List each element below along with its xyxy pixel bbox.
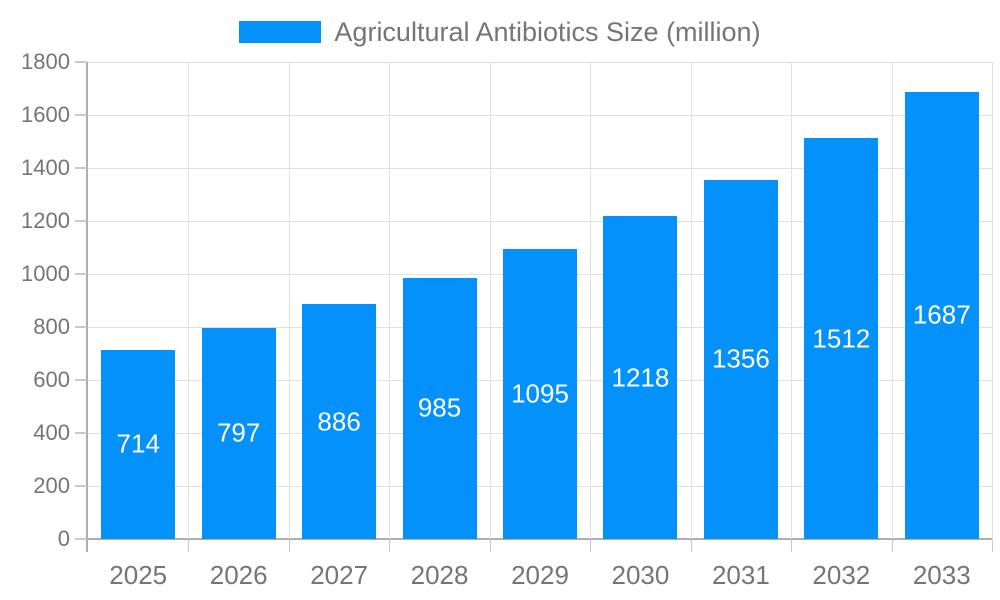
bar-value-label: 1095 [511, 378, 569, 409]
x-axis-tick [288, 540, 290, 552]
h-gridline [88, 115, 992, 116]
y-axis-tick-label: 200 [33, 473, 70, 498]
v-gridline [992, 62, 993, 539]
legend-label: Agricultural Antibiotics Size (million) [334, 16, 761, 47]
x-axis-tick [891, 540, 893, 552]
x-axis-tick-label: 2026 [209, 560, 268, 590]
x-axis-tick [389, 540, 391, 552]
x-axis-tick [188, 540, 190, 552]
x-axis-tick-label: 2028 [410, 560, 469, 590]
bar[interactable]: 1356 [703, 179, 778, 539]
bar-value-label: 1512 [812, 323, 871, 354]
v-gridline [891, 62, 893, 539]
bar-value-label: 797 [216, 417, 261, 448]
bar[interactable]: 985 [402, 277, 477, 539]
y-axis-tick [75, 114, 87, 116]
y-axis-line [86, 62, 88, 552]
x-axis-tick [992, 540, 993, 552]
y-axis-tick [75, 432, 87, 434]
bar[interactable]: 797 [201, 327, 276, 539]
y-axis-tick-label: 1200 [21, 208, 70, 233]
y-axis-tick [75, 61, 87, 63]
v-gridline [389, 62, 391, 539]
x-axis-tick-label: 2025 [109, 560, 168, 590]
x-axis-tick-label: 2031 [711, 560, 770, 590]
y-axis-tick-label: 1600 [21, 102, 70, 127]
v-gridline [590, 62, 592, 539]
bar-value-label: 886 [317, 406, 361, 437]
v-gridline [690, 62, 692, 539]
y-axis-tick [75, 538, 87, 540]
bar-value-label: 985 [417, 392, 462, 423]
v-gridline [489, 62, 491, 539]
bar-value-label: 1356 [711, 343, 770, 374]
v-gridline [791, 62, 793, 539]
h-gridline [88, 168, 992, 169]
y-axis-tick [75, 167, 87, 169]
x-axis-tick-label: 2027 [310, 560, 369, 590]
x-axis-tick [791, 540, 793, 552]
bar-value-label: 1218 [611, 362, 670, 393]
x-axis-tick-label: 2029 [511, 560, 569, 590]
y-axis-tick-label: 0 [57, 526, 70, 551]
y-axis-tick [75, 379, 87, 381]
y-axis-tick-label: 1800 [21, 49, 70, 74]
bar[interactable]: 1095 [503, 248, 577, 539]
x-axis-tick [590, 540, 592, 552]
h-gridline [88, 221, 992, 222]
y-axis-tick [75, 273, 87, 275]
x-axis-tick [489, 540, 491, 552]
bar-value-label: 714 [116, 428, 160, 459]
x-axis-line [86, 538, 992, 540]
y-axis-tick-label: 1000 [21, 261, 70, 286]
x-axis-tick-label: 2033 [912, 560, 971, 590]
bar[interactable]: 886 [302, 304, 377, 539]
bar[interactable]: 714 [101, 349, 176, 539]
y-axis-tick-label: 1400 [21, 155, 70, 180]
x-axis-tick-label: 2030 [611, 560, 670, 590]
x-axis-tick [690, 540, 692, 552]
bar[interactable]: 1512 [804, 138, 879, 539]
y-axis-tick [75, 326, 87, 328]
legend[interactable]: Agricultural Antibiotics Size (million) [0, 16, 1000, 47]
y-axis-tick [75, 220, 87, 222]
bar[interactable]: 1687 [904, 91, 979, 539]
y-axis-tick-label: 800 [33, 314, 70, 339]
y-axis-tick-label: 400 [33, 420, 70, 445]
bar-value-label: 1687 [912, 299, 971, 330]
v-gridline [288, 62, 290, 539]
legend-swatch-icon [239, 21, 322, 43]
h-gridline [88, 62, 992, 63]
v-gridline [188, 62, 190, 539]
y-axis-tick [75, 485, 87, 487]
y-axis-tick-label: 600 [33, 367, 70, 392]
x-axis-tick-label: 2032 [812, 560, 871, 590]
bar[interactable]: 1218 [603, 216, 678, 539]
